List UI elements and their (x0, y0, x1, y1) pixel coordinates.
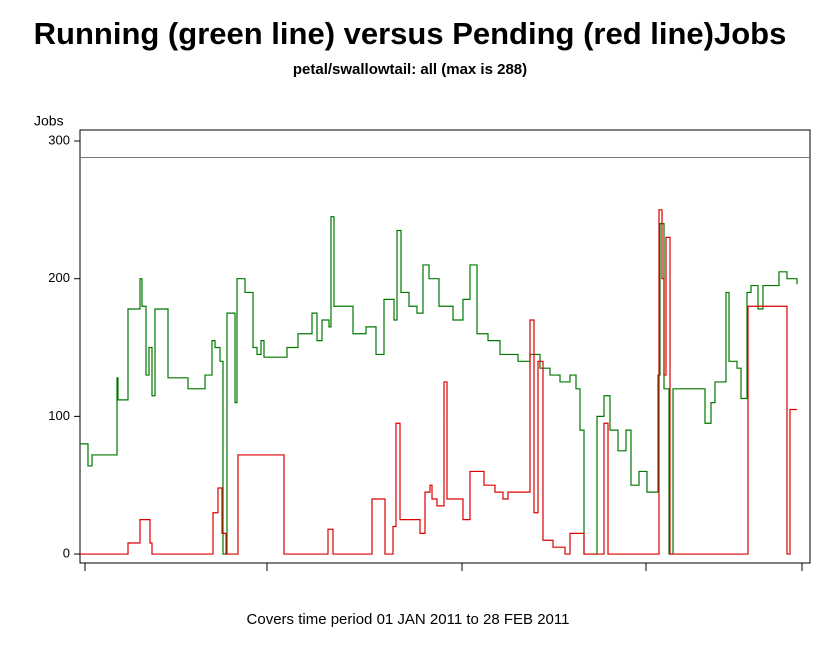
series-line (80, 216, 798, 555)
y-tick-label: 100 (48, 408, 70, 423)
y-tick-label: 300 (48, 132, 70, 147)
chart-subtitle: petal/swallowtail: all (max is 288) (293, 61, 527, 78)
y-tick-label: 0 (63, 545, 70, 560)
chart-title: Running (green line) versus Pending (red… (34, 16, 787, 51)
plot-frame (79, 129, 811, 564)
y-tick-label: 200 (48, 270, 70, 285)
footer: Covers time period 01 JAN 2011 to 28 FEB… (247, 611, 570, 628)
series-line (80, 209, 797, 555)
y-axis-label: Jobs (34, 113, 64, 129)
